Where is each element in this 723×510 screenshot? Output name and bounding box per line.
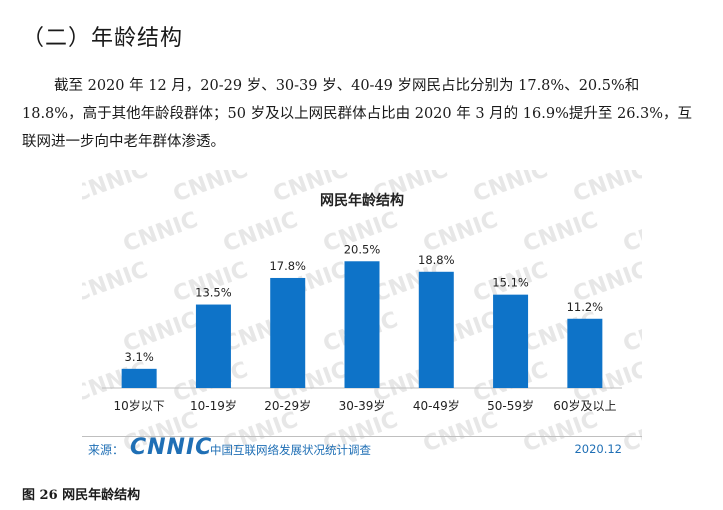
bar-value-label: 15.1% (492, 276, 529, 290)
bar-value-label: 11.2% (567, 300, 604, 314)
paragraph-text: 截至 2020 年 12 月，20-29 岁、30-39 岁、40-49 岁网民… (22, 78, 693, 150)
x-tick-label: 60岁及以上 (553, 398, 616, 413)
bar (195, 304, 231, 388)
chart-figure: CNNIC CNNIC CNNIC CNNIC CNNIC CNNIC CNNIC CNNIC… (82, 170, 642, 460)
bar-value-label: 17.8% (269, 259, 306, 273)
x-tick-label: 10岁以下 (114, 398, 165, 413)
x-tick-label: 20-29岁 (264, 398, 311, 413)
source-label: 来源： (88, 443, 125, 457)
source-bar: 来源： CNNIC 中国互联网络发展状况统计调查 2020.12 (82, 435, 642, 461)
bar-value-label: 3.1% (125, 350, 154, 364)
bar (270, 277, 306, 388)
x-tick-label: 10-19岁 (190, 398, 237, 413)
cnnic-logo: CNNIC (130, 435, 213, 460)
body-paragraph: 截至 2020 年 12 月，20-29 岁、30-39 岁、40-49 岁网民… (22, 72, 702, 156)
bar (418, 271, 454, 388)
bar (493, 294, 529, 388)
figure-caption: 图 26 网民年龄结构 (22, 488, 141, 503)
source-date: 2020.12 (574, 442, 622, 456)
chart-title: 网民年龄结构 (320, 193, 404, 209)
bar-value-label: 18.8% (418, 253, 455, 267)
bar (567, 318, 603, 388)
bar (121, 368, 157, 388)
source-org: 中国互联网络发展状况统计调查 (210, 443, 371, 457)
bar (344, 261, 380, 388)
bar-chart: 3.1% 10岁以下 13.5% 10-19岁 17.8% 20-29岁 20.5% 30-3… (102, 242, 622, 413)
x-tick-label: 50-59岁 (487, 398, 534, 413)
bar-value-label: 20.5% (344, 242, 381, 256)
section-title: （二）年龄结构 (22, 26, 184, 51)
x-tick-label: 30-39岁 (339, 398, 386, 413)
bar-value-label: 13.5% (195, 286, 232, 300)
x-tick-label: 40-49岁 (413, 398, 460, 413)
